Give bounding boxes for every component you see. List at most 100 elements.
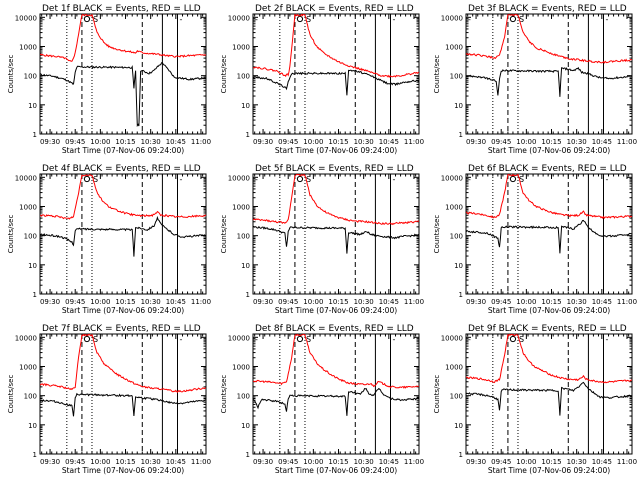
y-tick-label: 10 bbox=[454, 102, 463, 110]
y-tick-label: 100 bbox=[237, 233, 250, 241]
minus-sign: - bbox=[179, 335, 182, 344]
minus-sign: - bbox=[468, 15, 471, 24]
x-tick-label: 10:00 bbox=[303, 138, 323, 146]
x-tick-label: 11:00 bbox=[191, 298, 211, 306]
x-tick-label: 09:45 bbox=[278, 298, 298, 306]
x-axis-label: Start Time (07-Nov-06 09:24:00) bbox=[62, 306, 184, 315]
detector-panel: Det 7f BLACK = Events, RED = LLD 1 10 100 10… bbox=[7, 324, 211, 475]
x-tick-label: 10:45 bbox=[379, 458, 399, 466]
marker-letter: S bbox=[519, 335, 524, 344]
plot-frame bbox=[39, 173, 207, 295]
x-tick-label: 10:45 bbox=[592, 458, 612, 466]
y-tick-label: 1 bbox=[246, 291, 250, 299]
plot-frame bbox=[39, 13, 207, 135]
marker-letter: S bbox=[93, 175, 98, 184]
lld-series-line bbox=[253, 14, 419, 78]
x-tick-label: 10:30 bbox=[567, 298, 587, 306]
y-tick-label: 1000 bbox=[19, 203, 37, 211]
x-tick-label: 10:15 bbox=[541, 138, 561, 146]
minus-sign: - bbox=[605, 15, 608, 24]
x-tick-label: 10:15 bbox=[115, 458, 135, 466]
panel-title: Det 8f BLACK = Events, RED = LLD bbox=[255, 324, 414, 334]
minus-sign: - bbox=[179, 15, 182, 24]
x-tick-label: 10:30 bbox=[141, 458, 161, 466]
marker-letter: S bbox=[519, 15, 524, 24]
x-tick-label: 11:00 bbox=[617, 298, 637, 306]
panel-title: Det 7f BLACK = Events, RED = LLD bbox=[42, 324, 201, 334]
events-series-line bbox=[466, 381, 632, 416]
minus-sign: - bbox=[468, 175, 471, 184]
x-axis-label: Start Time (07-Nov-06 09:24:00) bbox=[275, 146, 397, 155]
y-tick-label: 10000 bbox=[228, 174, 250, 182]
x-tick-label: 09:45 bbox=[491, 458, 511, 466]
x-tick-label: 10:30 bbox=[567, 458, 587, 466]
detector-panel: Det 8f BLACK = Events, RED = LLD 1 10 100 10… bbox=[220, 324, 424, 475]
marker-circle bbox=[296, 175, 304, 183]
events-series-line bbox=[466, 219, 632, 254]
y-tick-label: 1 bbox=[33, 291, 37, 299]
x-tick-label: 10:45 bbox=[592, 298, 612, 306]
y-axis-label: Counts/sec bbox=[220, 375, 228, 414]
x-axis-label: Start Time (07-Nov-06 09:24:00) bbox=[488, 146, 610, 155]
lld-series-line bbox=[40, 174, 206, 220]
marker-letter: S bbox=[306, 15, 311, 24]
y-axis-label: Counts/sec bbox=[433, 375, 441, 414]
x-tick-label: 09:45 bbox=[65, 298, 85, 306]
x-tick-label: 10:45 bbox=[379, 138, 399, 146]
y-tick-label: 10000 bbox=[228, 334, 250, 342]
y-tick-label: 1 bbox=[459, 131, 463, 139]
y-tick-label: 1000 bbox=[19, 43, 37, 51]
detector-panel: Det 2f BLACK = Events, RED = LLD 1 10 100 10… bbox=[220, 4, 424, 155]
y-tick-label: 10000 bbox=[15, 334, 37, 342]
y-tick-label: 1 bbox=[246, 451, 250, 459]
y-axis-label: Counts/sec bbox=[220, 55, 228, 94]
plot-frame bbox=[252, 173, 420, 295]
minus-sign: - bbox=[179, 175, 182, 184]
x-axis-label: Start Time (07-Nov-06 09:24:00) bbox=[62, 146, 184, 155]
x-tick-label: 10:15 bbox=[115, 138, 135, 146]
minus-sign: - bbox=[255, 175, 258, 184]
x-tick-label: 09:30 bbox=[466, 458, 486, 466]
x-tick-label: 10:00 bbox=[303, 458, 323, 466]
y-axis-label: Counts/sec bbox=[433, 55, 441, 94]
x-tick-label: 11:00 bbox=[404, 138, 424, 146]
y-tick-label: 10000 bbox=[15, 174, 37, 182]
y-axis-label: Counts/sec bbox=[7, 375, 15, 414]
x-tick-label: 10:00 bbox=[90, 298, 110, 306]
detector-panel: Det 5f BLACK = Events, RED = LLD 1 10 100 10… bbox=[220, 164, 424, 315]
x-axis-label: Start Time (07-Nov-06 09:24:00) bbox=[275, 466, 397, 475]
y-tick-label: 1000 bbox=[232, 43, 250, 51]
panel-title: Det 3f BLACK = Events, RED = LLD bbox=[468, 4, 627, 14]
lld-series-line bbox=[253, 334, 419, 389]
y-tick-label: 100 bbox=[24, 393, 37, 401]
marker-letter: S bbox=[93, 335, 98, 344]
x-tick-label: 10:45 bbox=[166, 138, 186, 146]
minus-sign: - bbox=[42, 15, 45, 24]
events-series-line bbox=[466, 66, 632, 97]
y-tick-label: 10 bbox=[241, 102, 250, 110]
x-tick-label: 11:00 bbox=[404, 458, 424, 466]
x-tick-label: 10:30 bbox=[567, 138, 587, 146]
minus-sign: - bbox=[605, 335, 608, 344]
x-tick-label: 10:00 bbox=[90, 458, 110, 466]
plot-frame bbox=[465, 13, 633, 135]
marker-letter: S bbox=[93, 15, 98, 24]
minus-sign: - bbox=[392, 15, 395, 24]
lld-series-line bbox=[40, 334, 206, 393]
events-series-line bbox=[253, 387, 419, 416]
x-tick-label: 09:45 bbox=[65, 458, 85, 466]
y-tick-label: 100 bbox=[450, 393, 463, 401]
minus-sign: - bbox=[255, 15, 258, 24]
marker-letter: S bbox=[306, 335, 311, 344]
y-tick-label: 1 bbox=[33, 131, 37, 139]
x-axis-label: Start Time (07-Nov-06 09:24:00) bbox=[275, 306, 397, 315]
panel-title: Det 1f BLACK = Events, RED = LLD bbox=[42, 4, 201, 14]
panel-title: Det 9f BLACK = Events, RED = LLD bbox=[468, 324, 627, 334]
y-tick-label: 10000 bbox=[228, 14, 250, 22]
y-tick-label: 1 bbox=[459, 291, 463, 299]
minus-sign: - bbox=[392, 335, 395, 344]
detector-panel: Det 9f BLACK = Events, RED = LLD 1 10 100 10… bbox=[433, 324, 637, 475]
events-series-line bbox=[253, 225, 419, 254]
x-tick-label: 09:30 bbox=[40, 458, 60, 466]
